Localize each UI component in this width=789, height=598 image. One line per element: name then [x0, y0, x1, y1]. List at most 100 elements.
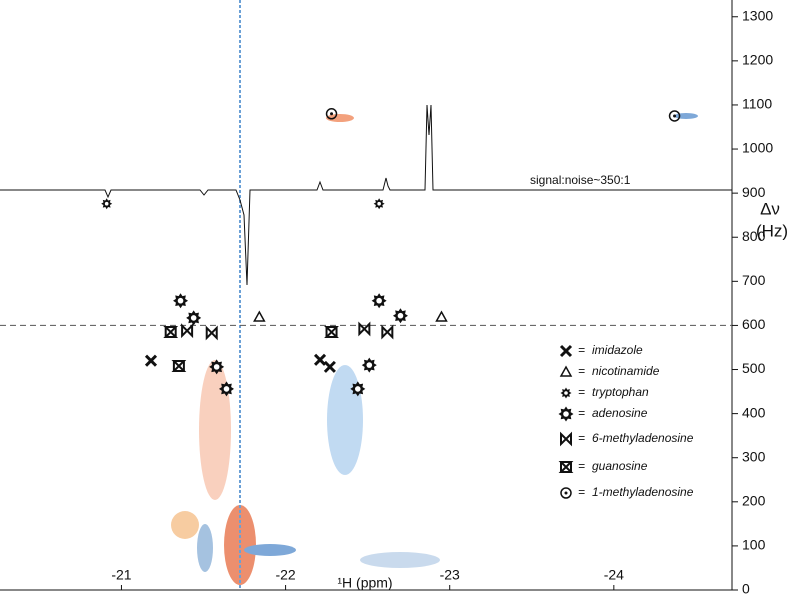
marker-part — [253, 310, 266, 322]
marker-part — [313, 353, 327, 366]
legend-label: imidazole — [592, 343, 643, 357]
marker — [323, 360, 336, 373]
marker-part — [324, 326, 339, 339]
y-tick-label: 800 — [742, 228, 766, 244]
marker-part — [354, 386, 361, 392]
legend-separator: = — [578, 385, 585, 399]
legend-marker — [559, 344, 573, 358]
marker-part — [560, 487, 572, 499]
marker — [205, 325, 218, 341]
marker-part — [104, 201, 109, 206]
legend-marker — [559, 365, 573, 377]
legend-separator: = — [578, 485, 585, 499]
marker-part — [559, 365, 573, 377]
contour — [244, 544, 296, 556]
annotation: signal:noise~350:1 — [530, 173, 631, 187]
legend-label: nicotinamide — [592, 364, 660, 378]
marker — [173, 293, 189, 309]
y-tick-label: 300 — [742, 448, 766, 464]
legend-label: 6-methyladenosine — [592, 431, 694, 445]
legend-label: tryptophan — [592, 385, 649, 399]
marker — [358, 321, 371, 337]
marker-part — [376, 297, 382, 304]
x-axis-label: ¹H (ppm) — [337, 575, 392, 591]
contour — [327, 365, 363, 475]
legend-separator: = — [578, 431, 585, 445]
contour — [326, 114, 354, 122]
y-axis-label: (Hz) — [756, 221, 788, 240]
legend-separator: = — [578, 364, 585, 378]
contour — [360, 552, 440, 568]
marker-part — [563, 411, 569, 417]
marker-part — [435, 310, 448, 322]
x-tick-label: -23 — [440, 567, 460, 583]
marker-part — [177, 297, 184, 304]
legend-separator: = — [578, 459, 585, 473]
y-tick-label: 500 — [742, 360, 766, 376]
marker — [324, 326, 339, 339]
marker-part — [397, 312, 404, 319]
marker — [668, 110, 681, 122]
marker — [144, 354, 158, 367]
marker-part — [205, 325, 218, 341]
marker — [101, 198, 113, 210]
legend-label: guanosine — [592, 459, 648, 473]
marker-part — [325, 108, 338, 120]
marker — [381, 324, 394, 340]
y-tick-label: 200 — [742, 493, 766, 509]
marker-part — [381, 324, 394, 340]
marker — [186, 310, 202, 326]
y-tick-label: 1000 — [742, 140, 773, 156]
x-tick-label: -24 — [604, 567, 624, 583]
marker-part — [330, 112, 334, 116]
contour — [171, 511, 199, 539]
marker-part — [163, 326, 179, 339]
legend-marker — [560, 487, 572, 499]
marker-part — [171, 359, 187, 372]
marker — [181, 323, 194, 339]
contour — [197, 524, 213, 572]
contour — [199, 360, 231, 500]
marker-part — [559, 344, 573, 358]
y-tick-label: 0 — [742, 581, 750, 597]
marker-part — [366, 362, 373, 368]
marker — [313, 353, 327, 366]
y-tick-label: 600 — [742, 316, 766, 332]
marker-part — [558, 461, 574, 473]
marker-part — [560, 431, 572, 447]
1d-spectrum — [0, 104, 732, 286]
marker — [392, 308, 408, 324]
marker — [218, 381, 234, 397]
marker-part — [358, 321, 371, 337]
marker-part — [564, 491, 568, 495]
marker — [350, 381, 366, 397]
y-tick-label: 400 — [742, 404, 766, 420]
y-tick-label: 1300 — [742, 7, 773, 23]
marker-part — [673, 114, 677, 118]
marker — [253, 310, 266, 322]
marker — [163, 326, 179, 339]
marker-part — [223, 386, 230, 392]
y-tick-label: 700 — [742, 272, 766, 288]
marker-part — [144, 354, 158, 367]
legend-label: adenosine — [592, 406, 648, 420]
legend-separator: = — [578, 343, 585, 357]
marker-part — [323, 360, 336, 373]
legend-marker — [560, 431, 572, 447]
contour — [674, 113, 698, 119]
y-tick-label: 1100 — [742, 96, 772, 112]
marker — [361, 357, 377, 373]
marker — [209, 359, 225, 375]
y-tick-label: 100 — [742, 537, 766, 553]
legend-separator: = — [578, 406, 585, 420]
marker — [371, 293, 387, 309]
contours — [171, 113, 698, 585]
y-tick-label: 1200 — [742, 52, 773, 68]
marker-part — [181, 323, 194, 339]
marker — [325, 108, 338, 120]
y-axis-label: Δν — [760, 199, 780, 218]
marker-part — [564, 391, 568, 395]
legend-label: 1-methyladenosine — [592, 485, 694, 499]
marker-part — [213, 364, 220, 370]
